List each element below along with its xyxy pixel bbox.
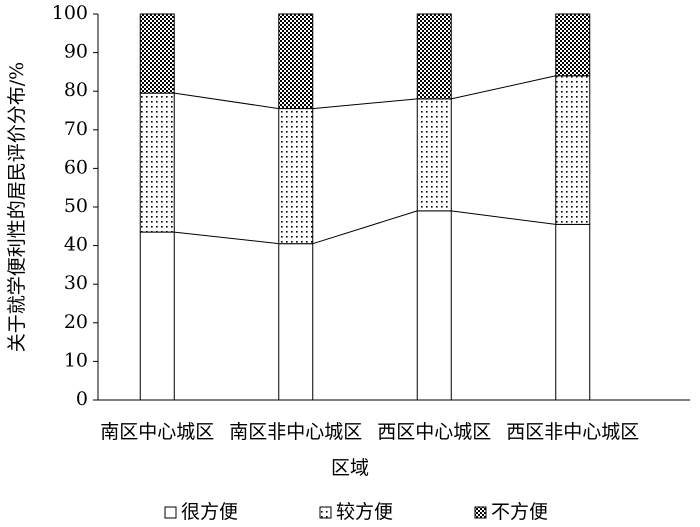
connector-line bbox=[312, 210, 418, 245]
y-tick-label: 90 bbox=[64, 41, 88, 63]
connector-line bbox=[174, 92, 279, 110]
y-axis-title: 关于就学便利性的居民评价分布/% bbox=[6, 62, 28, 352]
bar-segment bbox=[139, 92, 175, 233]
bar-segment bbox=[139, 13, 175, 94]
bar-segment bbox=[139, 231, 175, 401]
x-tick-label: 南区中心城区 bbox=[100, 421, 214, 443]
bar-segment bbox=[555, 223, 591, 401]
y-tick-label: 100 bbox=[52, 2, 88, 24]
x-tick-label: 西区非中心城区 bbox=[506, 421, 639, 443]
y-tick-label: 0 bbox=[76, 388, 88, 410]
legend-label: 较方便 bbox=[336, 501, 393, 523]
legend-label: 不方便 bbox=[491, 501, 548, 523]
bar-segment bbox=[555, 75, 591, 225]
bar-segment bbox=[278, 108, 314, 245]
bar-segment bbox=[416, 13, 452, 100]
bar-segment bbox=[416, 210, 452, 401]
legend-swatch bbox=[474, 506, 487, 519]
legend-swatch bbox=[164, 506, 177, 519]
y-tick-label: 70 bbox=[64, 118, 88, 140]
x-tick-label: 西区中心城区 bbox=[377, 421, 491, 443]
bar-segment bbox=[278, 13, 314, 110]
y-tick-label: 60 bbox=[64, 156, 88, 178]
y-tick-label: 30 bbox=[64, 272, 88, 294]
connector-line bbox=[174, 231, 279, 245]
y-tick-label: 10 bbox=[64, 349, 88, 371]
x-axis-title: 区域 bbox=[331, 457, 369, 479]
y-tick-label: 50 bbox=[64, 195, 88, 217]
legend-swatch bbox=[319, 506, 332, 519]
bar-segment bbox=[416, 98, 452, 212]
y-tick-label: 20 bbox=[64, 311, 88, 333]
legend-label: 很方便 bbox=[181, 501, 238, 523]
connector-line bbox=[312, 98, 418, 110]
connector-line bbox=[451, 75, 556, 100]
y-tick-label: 40 bbox=[64, 234, 88, 256]
bar-segment bbox=[278, 243, 314, 401]
y-tick-label: 80 bbox=[64, 79, 88, 101]
connector-line bbox=[451, 210, 556, 225]
x-tick-label: 南区非中心城区 bbox=[229, 421, 362, 443]
bar-segment bbox=[555, 13, 591, 77]
